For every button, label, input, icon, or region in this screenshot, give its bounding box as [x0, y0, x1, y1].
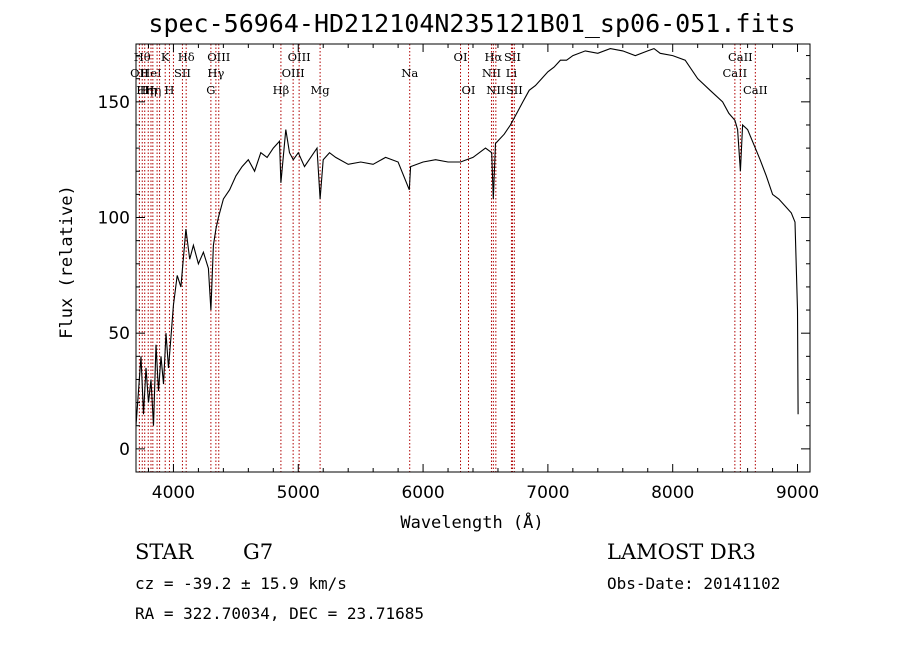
y-axis-label: Flux (relative)	[57, 185, 77, 339]
spectral-line-label: SII	[174, 66, 191, 80]
plot-frame	[135, 43, 811, 473]
y-tick-label: 0	[119, 440, 130, 460]
spectral-line-label: OII	[130, 66, 149, 80]
spectral-line-label: Hη	[144, 83, 161, 97]
x-tick-label: 4000	[152, 483, 195, 503]
spectral-line-label: OIII	[288, 50, 311, 64]
y-tick-label: 50	[108, 324, 130, 344]
spectral-line-label: CaII	[722, 66, 747, 80]
spectral-line-label: CaII	[743, 83, 768, 97]
spectral-line-label: Hβ	[273, 83, 290, 97]
x-tick-label: 7000	[526, 483, 569, 503]
x-tick-label: 8000	[651, 483, 694, 503]
spectral-line-label: SII	[506, 83, 523, 97]
spectral-line-label: Hη	[136, 83, 153, 97]
object-type: STAR	[135, 540, 194, 564]
spectral-line-label: Li	[506, 66, 518, 80]
spectral-line-label: HeI	[140, 66, 161, 80]
observation-date: Obs-Date: 20141102	[607, 574, 781, 593]
axis-ticks: 4000 5000 6000 7000 8000 9000 0 50 100 150	[98, 44, 819, 503]
redshift-cz: cz = -39.2 ± 15.9 km/s	[135, 574, 347, 593]
chart-title: spec-56964-HD212104N235121B01_sp06-051.f…	[148, 9, 795, 38]
object-subclass: G7	[243, 540, 274, 564]
x-axis-label: Wavelength (Å)	[400, 511, 543, 533]
spectral-line-label: Hθ	[134, 50, 151, 64]
spectral-line-label: Mg	[311, 83, 331, 97]
x-tick-label: 9000	[776, 483, 819, 503]
spectral-line-label: OIII	[207, 50, 230, 64]
spectral-line-label: OI	[462, 83, 476, 97]
flux-series-line	[135, 47, 799, 426]
x-tick-label: 5000	[277, 483, 320, 503]
spectral-line-label: Na	[401, 66, 418, 80]
spectral-line-label: Hδ	[178, 50, 195, 64]
x-tick-label: 6000	[401, 483, 444, 503]
spectral-line-label: CaII	[728, 50, 753, 64]
spectral-line-label: NII	[486, 83, 505, 97]
spectral-line-label: Hγ	[207, 66, 224, 80]
coordinates: RA = 322.70034, DEC = 23.71685	[135, 604, 424, 623]
spectral-line-markers: OIIHθHηHηHeIHηKHSIIHδGHγOIIIHβOIIIOIIIMg…	[130, 44, 768, 472]
spectral-line-label: OI	[454, 50, 468, 64]
survey-name: LAMOST DR3	[607, 540, 756, 564]
spectral-line-label: OIII	[282, 66, 305, 80]
spectral-line-label: K	[161, 50, 170, 64]
spectral-line-label: SII	[504, 50, 521, 64]
spectral-line-label: H	[164, 83, 174, 97]
y-tick-label: 100	[98, 209, 130, 229]
spectral-line-label: NII	[482, 66, 501, 80]
spectral-line-label: G	[206, 83, 215, 97]
spectral-line-label: Hα	[484, 50, 502, 64]
y-tick-label: 150	[98, 93, 130, 113]
